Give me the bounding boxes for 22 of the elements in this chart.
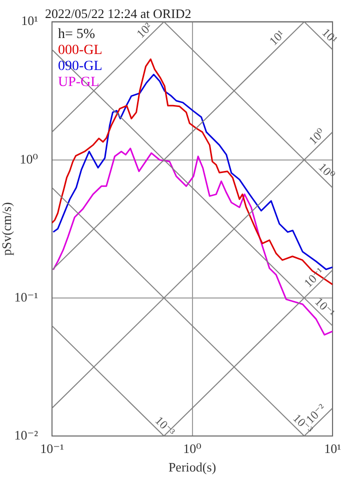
- y-tick-label: 10⁻¹: [14, 289, 38, 304]
- annotation: 10⁻¹: [301, 264, 327, 290]
- annotation: 10¹: [266, 26, 288, 48]
- annotation: 10²: [134, 20, 155, 41]
- annotation: 10⁰: [316, 160, 338, 182]
- x-axis-title: Period(s): [168, 460, 216, 475]
- y-axis-title: pSv(cm/s): [0, 202, 14, 256]
- text: 090-GL: [58, 58, 102, 74]
- annotation: 10⁻¹: [312, 294, 338, 320]
- annotation: 10⁰: [306, 125, 328, 148]
- y-tick-label: 10⁰: [20, 151, 38, 166]
- x-tick-label: 10⁻¹: [40, 441, 64, 456]
- y-tick-label: 10¹: [21, 13, 38, 28]
- text: UP-GL: [58, 74, 100, 90]
- x-tick-label: 10¹: [324, 441, 342, 456]
- x-tick-label: 10⁰: [183, 441, 202, 456]
- chart-title: 2022/05/22 12:24 at ORID2: [45, 6, 192, 21]
- text: 000-GL: [58, 42, 102, 58]
- annotation: 10¹: [319, 25, 341, 47]
- annotation: h= 5%: [58, 26, 96, 42]
- y-tick-label: 10⁻²: [14, 427, 38, 442]
- annotation: 10⁻³: [152, 413, 178, 440]
